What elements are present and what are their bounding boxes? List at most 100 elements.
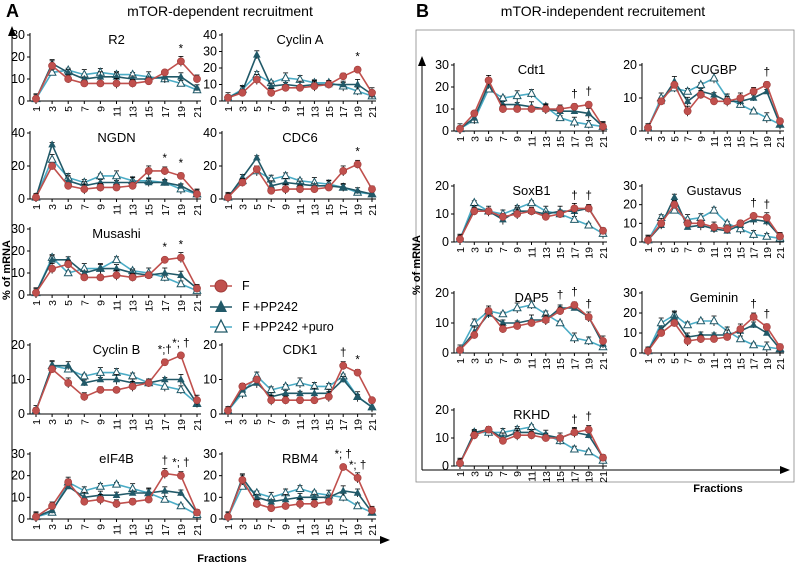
data-point (670, 200, 679, 209)
significance-marker: *; † (172, 338, 189, 350)
y-tick-label: 40 (203, 126, 217, 140)
x-tick-label: 3 (47, 419, 59, 425)
data-point (112, 264, 121, 272)
x-tick-label: 21 (192, 419, 204, 431)
y-tick-label: 0 (210, 94, 217, 108)
x-tick-label: 17 (160, 419, 172, 431)
x-tick-label: 3 (469, 136, 481, 142)
data-point (224, 193, 232, 202)
x-tick-label: 13 (128, 204, 140, 216)
data-point (683, 337, 692, 345)
data-point (252, 165, 261, 174)
significance-marker: † (162, 456, 168, 468)
x-tick-label: 13 (128, 419, 140, 431)
data-point (498, 212, 507, 221)
data-point (96, 72, 105, 80)
data-point (161, 268, 169, 276)
x-tick-label: 21 (598, 136, 610, 148)
data-point (599, 453, 607, 462)
x-tick-label: 15 (144, 419, 156, 431)
significance-marker: † (585, 299, 591, 311)
y-tick-label: 20 (11, 159, 25, 173)
data-point (749, 313, 758, 321)
data-point (295, 483, 305, 492)
panel-a-title: mTOR-dependent recruitment (127, 3, 313, 19)
data-point (112, 183, 121, 192)
x-tick-label: 11 (527, 471, 539, 482)
data-point (144, 379, 153, 387)
data-point (353, 65, 362, 74)
x-tick-label: 17 (338, 106, 350, 118)
x-tick-label: 19 (176, 524, 188, 536)
x-tick-label: 3 (237, 419, 249, 425)
x-tick-label: 3 (469, 247, 481, 253)
x-tick-label: 13 (128, 524, 140, 536)
x-tick-label: 9 (281, 204, 293, 210)
data-point (296, 389, 304, 397)
x-tick-label: 19 (584, 471, 596, 483)
x-tick-label: 5 (484, 136, 496, 142)
data-point (324, 183, 333, 192)
data-point (749, 320, 758, 328)
data-point (555, 317, 565, 327)
x-tick-label: 1 (31, 419, 43, 425)
x-tick-label: 13 (722, 247, 734, 259)
series-f (224, 65, 376, 102)
plot-title: eIF4B (99, 451, 134, 466)
data-point (748, 229, 759, 238)
y-tick-label: 20 (11, 338, 25, 352)
plot-title: Cdt1 (518, 62, 545, 77)
data-point (339, 167, 348, 175)
data-point (310, 389, 319, 397)
data-point (80, 378, 89, 386)
data-point (368, 185, 376, 193)
data-point (112, 72, 121, 80)
data-point (32, 406, 40, 415)
plot-title: RBM4 (282, 451, 318, 466)
data-point (353, 160, 362, 169)
significance-marker: * (179, 43, 184, 55)
y-tick-label: 0 (210, 407, 217, 421)
x-tick-label: 21 (367, 106, 379, 118)
plot-title: R2 (108, 32, 125, 47)
x-tick-label: 15 (555, 471, 567, 483)
data-point (763, 328, 771, 336)
data-point (709, 72, 719, 82)
x-tick-label: 13 (541, 358, 553, 370)
legend: F F +PP242 F +PP242 +puro (210, 279, 334, 334)
x-tick-label: 15 (735, 136, 747, 148)
data-point (498, 325, 507, 333)
x-tick-label: 7 (498, 471, 510, 477)
y-tick-label: 10 (435, 207, 449, 221)
panel-a-y-arrowhead (8, 26, 16, 36)
data-point (128, 181, 137, 190)
data-point (32, 193, 40, 202)
x-tick-label: 3 (47, 204, 59, 210)
data-point (64, 176, 72, 184)
x-tick-label: 19 (176, 419, 188, 431)
y-tick-label: 10 (203, 373, 217, 387)
y-tick-label: 0 (630, 124, 637, 138)
data-point (144, 167, 153, 175)
y-tick-label: 30 (203, 45, 217, 59)
x-tick-label: 5 (63, 204, 75, 210)
data-point (295, 377, 305, 387)
data-point (644, 236, 652, 245)
plot-title: DAP5 (515, 290, 549, 305)
data-point (541, 434, 550, 442)
data-point (111, 479, 122, 488)
data-point (310, 396, 319, 405)
x-tick-label: 13 (309, 204, 321, 216)
x-tick-label: 19 (176, 204, 188, 216)
x-tick-label: 19 (762, 358, 774, 370)
x-tick-label: 11 (112, 300, 124, 311)
data-point (657, 97, 666, 106)
data-point (735, 333, 746, 343)
x-tick-label: 1 (223, 204, 235, 210)
x-tick-label: 1 (31, 204, 43, 210)
data-point (224, 93, 232, 102)
x-tick-label: 3 (469, 471, 481, 477)
legend-label-pp242: F +PP242 (242, 300, 298, 314)
